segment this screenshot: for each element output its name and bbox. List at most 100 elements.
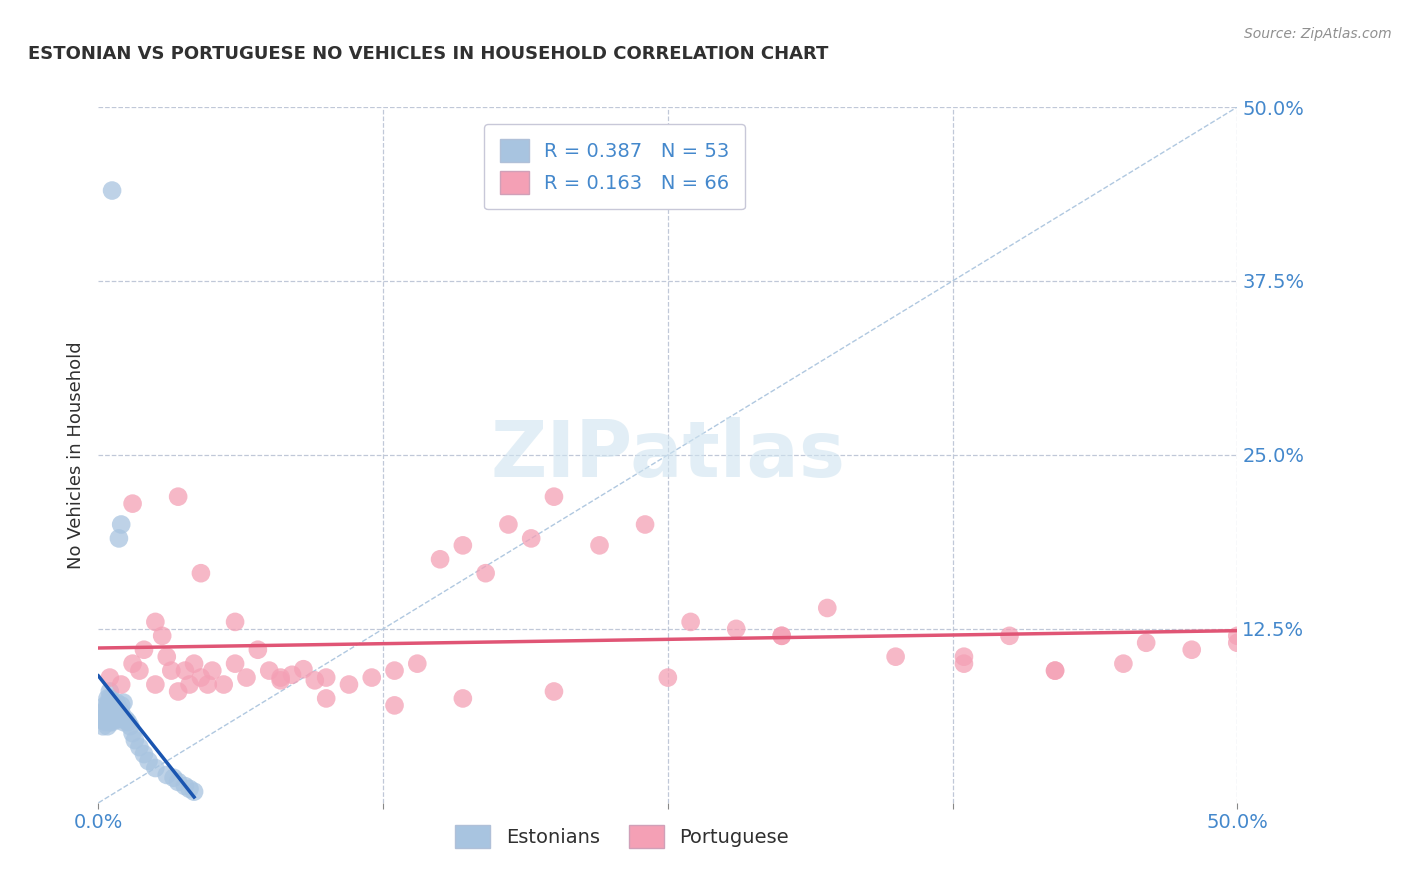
Point [953,649,976,664]
Point [1181,642,1204,657]
Point [270,671,292,685]
Point [110,698,132,713]
Point [112,696,135,710]
Point [124,733,146,747]
Point [110,706,132,720]
Point [1112,657,1135,671]
Legend: Estonians, Portuguese: Estonians, Portuguese [447,818,797,855]
Point [108,709,131,723]
Point [167,490,190,504]
Point [110,712,132,726]
Point [98,698,121,713]
Point [96,691,118,706]
Text: ESTONIAN VS PORTUGUESE NO VEHICLES IN HOUSEHOLD CORRELATION CHART: ESTONIAN VS PORTUGUESE NO VEHICLES IN HO… [28,45,828,62]
Point [108,532,131,546]
Point [190,671,212,685]
Point [112,715,135,730]
Point [105,696,128,710]
Point [96,698,118,713]
Point [145,761,167,775]
Point [384,698,406,713]
Point [114,712,136,726]
Point [1226,629,1249,643]
Point [657,671,679,685]
Point [103,698,125,713]
Point [246,642,269,657]
Point [259,664,281,678]
Point [315,691,337,706]
Point [212,677,235,691]
Point [183,785,205,799]
Point [128,740,150,755]
Point [98,715,121,730]
Point [94,698,117,713]
Point [94,712,117,726]
Point [304,673,326,688]
Point [520,532,543,546]
Point [94,709,117,723]
Point [190,566,212,581]
Text: Source: ZipAtlas.com: Source: ZipAtlas.com [1244,27,1392,41]
Point [101,701,124,715]
Point [117,715,139,730]
Point [162,771,184,785]
Point [132,747,155,761]
Point [498,517,520,532]
Point [160,664,183,678]
Point [101,696,124,710]
Point [281,667,304,681]
Point [91,719,114,733]
Point [167,775,190,789]
Point [451,538,474,552]
Point [179,677,201,691]
Point [197,677,219,691]
Point [150,629,173,643]
Point [98,684,121,698]
Y-axis label: No Vehicles in Household: No Vehicles in Household [66,341,84,569]
Point [543,684,565,698]
Point [167,684,190,698]
Point [953,657,976,671]
Point [451,691,474,706]
Point [429,552,451,566]
Point [98,706,121,720]
Point [105,712,128,726]
Point [145,677,167,691]
Point [101,709,124,723]
Point [110,517,132,532]
Point [725,622,748,636]
Point [105,706,128,720]
Point [145,615,167,629]
Point [406,657,429,671]
Point [121,657,143,671]
Point [120,719,142,733]
Point [1043,664,1066,678]
Point [998,629,1021,643]
Point [224,615,246,629]
Point [110,677,132,691]
Point [634,517,657,532]
Point [101,184,124,198]
Point [270,673,292,688]
Point [679,615,702,629]
Point [128,664,150,678]
Point [96,719,118,733]
Point [174,779,197,793]
Point [174,664,197,678]
Point [101,715,124,730]
Point [121,726,143,740]
Point [94,715,117,730]
Point [1135,636,1157,650]
Point [235,671,257,685]
Point [90,712,112,726]
Point [201,664,224,678]
Point [103,706,125,720]
Point [224,657,246,671]
Text: ZIPatlas: ZIPatlas [491,417,845,493]
Point [543,490,565,504]
Point [770,629,793,643]
Point [1043,664,1066,678]
Point [384,664,406,678]
Point [292,662,315,676]
Point [315,671,337,685]
